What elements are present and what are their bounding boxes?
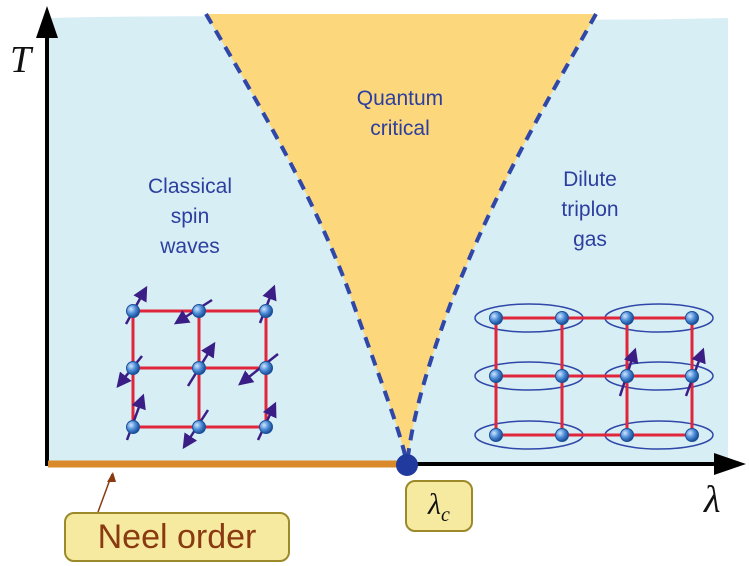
dilute-triplon-gas-label: Dilute triplon gas <box>535 165 645 255</box>
spin-site <box>489 428 503 442</box>
neel-pointer-head <box>107 472 116 482</box>
crossover-line-right <box>405 13 598 465</box>
spin-site <box>685 311 699 325</box>
spin-site <box>259 420 273 434</box>
spin-site <box>555 311 569 325</box>
triplon-sites <box>489 311 699 442</box>
spin-arrow <box>238 353 279 386</box>
spin-site <box>192 420 206 434</box>
spin-site <box>685 428 699 442</box>
spin-site <box>685 369 699 383</box>
spin-site <box>126 361 140 375</box>
quantum-critical-region <box>206 14 596 464</box>
spin-site <box>555 428 569 442</box>
spin-site <box>555 369 569 383</box>
spin-site <box>620 369 634 383</box>
spin-site <box>259 361 273 375</box>
spin-site <box>192 304 206 318</box>
spin-site <box>620 428 634 442</box>
spin-site <box>126 304 140 318</box>
lambda-c-symbol: λ <box>428 488 442 521</box>
classical-line-3: waves <box>160 235 220 258</box>
spin-site <box>192 361 206 375</box>
classical-sites <box>126 304 273 434</box>
spin-site <box>259 304 273 318</box>
classical-spin-waves-label: Classical spin waves <box>120 172 260 262</box>
temperature-axis-label: T <box>10 39 32 81</box>
lambda-c-tag: λc <box>405 480 473 532</box>
dilute-line-3: gas <box>573 228 607 251</box>
lambda-c-subscript: c <box>441 504 450 526</box>
spin-site <box>620 311 634 325</box>
critical-point <box>396 454 418 476</box>
neel-order-tag: Neel order <box>64 512 290 562</box>
quantum-critical-line-1: Quantum <box>356 87 444 110</box>
quantum-critical-label: Quantum critical <box>335 84 465 144</box>
quantum-critical-line-2: critical <box>370 117 430 140</box>
spin-site <box>489 369 503 383</box>
y-axis-arrowhead <box>36 6 58 38</box>
lambda-axis-label: λ <box>704 479 721 521</box>
dilute-line-1: Dilute <box>563 168 617 191</box>
classical-line-2: spin <box>170 205 210 228</box>
dilute-line-2: triplon <box>561 198 619 221</box>
classical-line-1: Classical <box>147 175 233 198</box>
spin-site <box>489 311 503 325</box>
spin-site <box>126 420 140 434</box>
x-axis-arrowhead <box>714 453 746 475</box>
